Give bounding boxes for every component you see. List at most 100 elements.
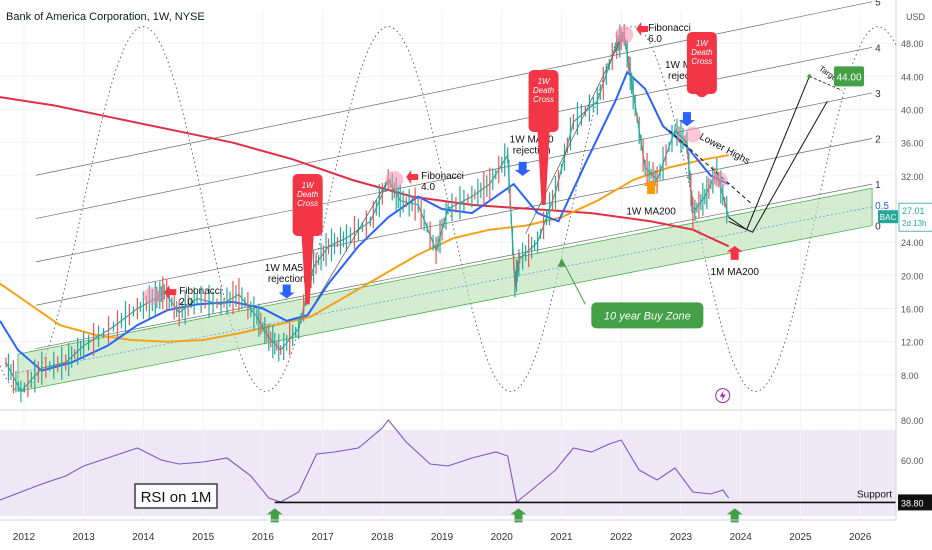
time-tick-label: 2020 [491, 532, 514, 543]
fib-label: 0 [875, 222, 881, 233]
fibonacci-circle [385, 170, 404, 189]
rsi-title-box [134, 483, 218, 509]
ma200-arrow-orange [643, 179, 660, 194]
lower-highs-line [668, 129, 753, 206]
fib-label: 4 [875, 43, 881, 54]
death-cross-label: 1W Death Cross [691, 39, 713, 66]
time-tick-label: 2014 [132, 532, 155, 543]
death-cross-pointer [695, 94, 708, 98]
time-tick-label: 2016 [252, 532, 275, 543]
buy-zone-pointer-head [557, 258, 566, 267]
price-tick-label: 32.00 [901, 172, 924, 182]
rejection-arrow-blue [278, 284, 295, 299]
time-tick-label: 2017 [311, 532, 334, 543]
fib-label: 3 [875, 89, 881, 100]
fib-label: 0.5 [875, 201, 889, 212]
fib-arrow-red [636, 22, 649, 37]
price-tick-label: 8.00 [901, 371, 919, 381]
fib-line [35, 1, 873, 176]
fib-2-label: Fibonacci 2.0 [179, 286, 222, 308]
time-tick-label: 2024 [730, 532, 753, 543]
buy-zone [17, 187, 873, 392]
time-tick-label: 2025 [789, 532, 812, 543]
rejection-arrow-blue [678, 112, 695, 127]
rejection-circle [711, 171, 728, 188]
rsi-arrow-green [510, 508, 527, 523]
rsi-title: RSI on 1M [141, 489, 212, 506]
projection-path-2 [728, 100, 828, 233]
fib-line [35, 92, 873, 263]
symbol-badge [878, 210, 898, 224]
rsi-tick-label: 80.00 [901, 416, 924, 426]
price-tag-box [898, 202, 932, 232]
ma200-1m-label: 1M MA200 [711, 267, 760, 278]
price-tick-label: 44.00 [901, 72, 924, 82]
time-tick-label: 2013 [73, 532, 96, 543]
buy-zone-callout [591, 302, 704, 329]
fib-label: 2 [875, 135, 881, 146]
target-badge [834, 66, 864, 87]
fib-label: 1 [875, 180, 881, 191]
time-tick-label: 2018 [371, 532, 394, 543]
rsi-arrow-green [726, 508, 743, 523]
rsi-line [0, 419, 730, 503]
target-point [807, 74, 812, 79]
ma-1w-200-line [0, 154, 729, 343]
fib-arrow-red [406, 169, 419, 184]
target-line [809, 75, 843, 91]
fib-label: 5 [875, 0, 881, 9]
time-tick-label: 2015 [192, 532, 215, 543]
ma200-1w-label: 1W MA200 [626, 207, 676, 218]
fib-line [35, 138, 873, 306]
bar-countdown-label: 2d 13h [902, 219, 926, 228]
support-value-label: 38.80 [901, 498, 924, 508]
price-tick-label: 40.00 [901, 106, 924, 116]
buy-zone-pointer-line [561, 258, 586, 305]
death-cross-label: 1W Death Cross [297, 181, 319, 208]
death-cross-pointer [537, 132, 550, 205]
death-cross-label: 1W Death Cross [533, 77, 555, 104]
last-price-label: 27.01 [902, 206, 925, 216]
fib-arrow-line [316, 179, 389, 301]
death-cross-callout [686, 32, 717, 94]
fib-line [35, 183, 873, 349]
fib-6-label: Fibonacci 6.0 [648, 23, 691, 45]
time-tick-label: 2023 [670, 532, 693, 543]
price-tick-label: 12.00 [901, 338, 924, 348]
price-tick-label: 16.00 [901, 305, 924, 315]
chart-title: Bank of America Corporation, 1W, NYSE [6, 11, 205, 23]
target-value-label: 44.00 [836, 72, 861, 83]
fibonacci-circle [615, 25, 634, 44]
price-tick-label: 48.00 [901, 39, 924, 49]
fibonacci-circle [143, 287, 162, 306]
rejection-arrow-blue [514, 161, 531, 176]
price-tick-label: 24.00 [901, 238, 924, 248]
fib-arrow-red [164, 285, 177, 300]
time-tick-label: 2021 [550, 532, 573, 543]
rsi-arrow-green [266, 508, 283, 523]
support-badge [898, 494, 932, 511]
channel-mid-line [17, 206, 873, 374]
price-tick-label: 20.00 [901, 271, 924, 281]
death-cross-callout [292, 174, 323, 236]
price-tick-label: 36.00 [901, 139, 924, 149]
time-tick-label: 2012 [13, 532, 36, 543]
death-cross-callout [528, 70, 559, 132]
ma200-1m-arrow-red [726, 245, 743, 260]
time-tick-label: 2026 [849, 532, 872, 543]
price-axis-background [896, 0, 932, 550]
rejection-circle [684, 126, 701, 143]
death-cross-pointer [301, 236, 314, 305]
fib-line [35, 46, 873, 219]
rsi-tick-label: 60.00 [901, 456, 924, 466]
currency-label: USD [906, 12, 926, 22]
time-tick-label: 2022 [610, 532, 633, 543]
time-tick-label: 2019 [431, 532, 454, 543]
symbol-label: BAC [880, 213, 897, 222]
buy-zone-label: 10 year Buy Zone [604, 310, 691, 322]
lightning-glyph [719, 390, 726, 401]
